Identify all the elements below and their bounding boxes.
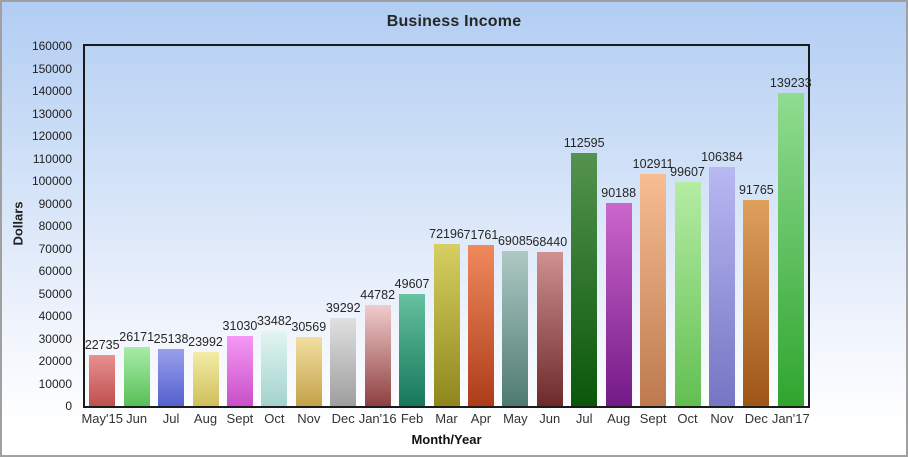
y-tick-label: 130000 bbox=[31, 106, 72, 121]
bar-value-label: 69085 bbox=[497, 233, 533, 248]
bar-value-label: 49607 bbox=[394, 277, 430, 292]
bar bbox=[536, 252, 563, 406]
y-tick-label: 40000 bbox=[38, 309, 72, 323]
bar-value-label: 26171 bbox=[119, 330, 155, 345]
x-tick-label: Feb bbox=[400, 411, 424, 426]
y-tick-label: 10000 bbox=[38, 376, 72, 391]
bar-value-label: 68440 bbox=[532, 235, 568, 250]
x-tick-label: Jan'17 bbox=[771, 411, 810, 426]
bar bbox=[295, 337, 322, 406]
x-tick-label: Sept bbox=[639, 411, 667, 426]
bar bbox=[399, 294, 426, 406]
bar bbox=[364, 305, 391, 406]
bar bbox=[226, 336, 253, 406]
bar bbox=[674, 181, 701, 406]
y-tick-label: 70000 bbox=[38, 241, 72, 256]
x-tick-label: Oct bbox=[677, 411, 698, 426]
x-tick-label: Jul bbox=[575, 411, 593, 426]
bar bbox=[571, 152, 598, 406]
bar-value-label: 91765 bbox=[738, 182, 774, 197]
bar bbox=[467, 244, 494, 406]
chart-title: Business Income bbox=[386, 13, 522, 30]
bar-value-label: 112595 bbox=[563, 135, 605, 150]
bar-value-label: 39292 bbox=[325, 300, 361, 315]
x-axis-title: Month/Year bbox=[411, 432, 482, 447]
x-tick-label: Mar bbox=[435, 411, 458, 426]
bar bbox=[777, 92, 804, 406]
y-tick-label: 140000 bbox=[31, 84, 72, 98]
x-tick-label: Dec bbox=[331, 411, 355, 426]
y-tick-label: 30000 bbox=[38, 331, 72, 346]
x-tick-label: Jul bbox=[162, 411, 180, 426]
bar bbox=[605, 203, 632, 406]
x-tick-label: Nov bbox=[297, 411, 321, 426]
bar-value-label: 90188 bbox=[601, 186, 637, 201]
x-tick-label: May bbox=[503, 411, 528, 426]
bar-value-label: 102911 bbox=[632, 157, 674, 172]
x-tick-label: Jun bbox=[126, 411, 148, 426]
y-tick-label: 0 bbox=[65, 399, 72, 413]
bar bbox=[502, 250, 529, 406]
x-axis-labels: May'15 Jun Jul Aug Sept Oct Nov Dec Jan'16 Feb Mar… bbox=[81, 411, 810, 429]
x-tick-label: May'15 bbox=[81, 411, 123, 426]
bar-value-label: 31030 bbox=[222, 319, 258, 334]
bar-value-label: 25138 bbox=[153, 332, 189, 347]
bar bbox=[640, 174, 667, 406]
x-tick-label: Jan'16 bbox=[358, 411, 397, 426]
y-axis-ticks: 0 10000 20000 30000 40000 50000 60000 70000 8000… bbox=[2, 39, 78, 413]
x-tick-label: Oct bbox=[264, 411, 285, 426]
plot-area: 22735 26171 25138 23992 31030 33482 30569 39292… bbox=[84, 46, 812, 406]
y-tick-label: 20000 bbox=[38, 354, 72, 368]
bar bbox=[433, 243, 460, 406]
bar bbox=[743, 199, 770, 406]
bar bbox=[261, 330, 288, 406]
bar bbox=[708, 166, 735, 406]
x-tick-label: Apr bbox=[470, 411, 492, 426]
bar bbox=[89, 354, 116, 406]
x-tick-label: Sept bbox=[226, 411, 254, 426]
y-tick-label: 150000 bbox=[31, 61, 72, 76]
y-tick-label: 90000 bbox=[38, 196, 72, 211]
bar-value-label: 71761 bbox=[463, 227, 499, 242]
y-tick-label: 110000 bbox=[32, 151, 72, 166]
bar-value-label: 139233 bbox=[769, 75, 812, 90]
x-tick-label: Aug bbox=[607, 411, 631, 426]
bar bbox=[192, 352, 219, 406]
y-tick-label: 80000 bbox=[38, 219, 72, 233]
y-tick-label: 160000 bbox=[31, 39, 72, 53]
bar-value-label: 44782 bbox=[360, 288, 396, 303]
x-tick-label: Nov bbox=[710, 411, 734, 426]
bar bbox=[330, 317, 357, 406]
y-tick-label: 50000 bbox=[38, 286, 72, 301]
bar bbox=[158, 349, 185, 406]
y-tick-label: 120000 bbox=[31, 129, 72, 143]
x-tick-label: Jun bbox=[539, 411, 561, 426]
y-tick-label: 100000 bbox=[31, 174, 72, 188]
x-tick-label: Dec bbox=[744, 411, 768, 426]
bar bbox=[123, 347, 150, 406]
x-tick-label: Aug bbox=[193, 411, 218, 426]
bar-value-label: 106384 bbox=[701, 149, 743, 164]
bar-value-label: 33482 bbox=[256, 313, 292, 328]
bar-value-label: 23992 bbox=[188, 335, 223, 350]
bar-value-label: 72196 bbox=[429, 226, 464, 241]
bar-value-label: 99607 bbox=[670, 164, 705, 179]
y-tick-label: 60000 bbox=[38, 264, 72, 278]
bar-value-label: 30569 bbox=[291, 320, 327, 335]
bar-value-label: 22735 bbox=[84, 337, 120, 352]
